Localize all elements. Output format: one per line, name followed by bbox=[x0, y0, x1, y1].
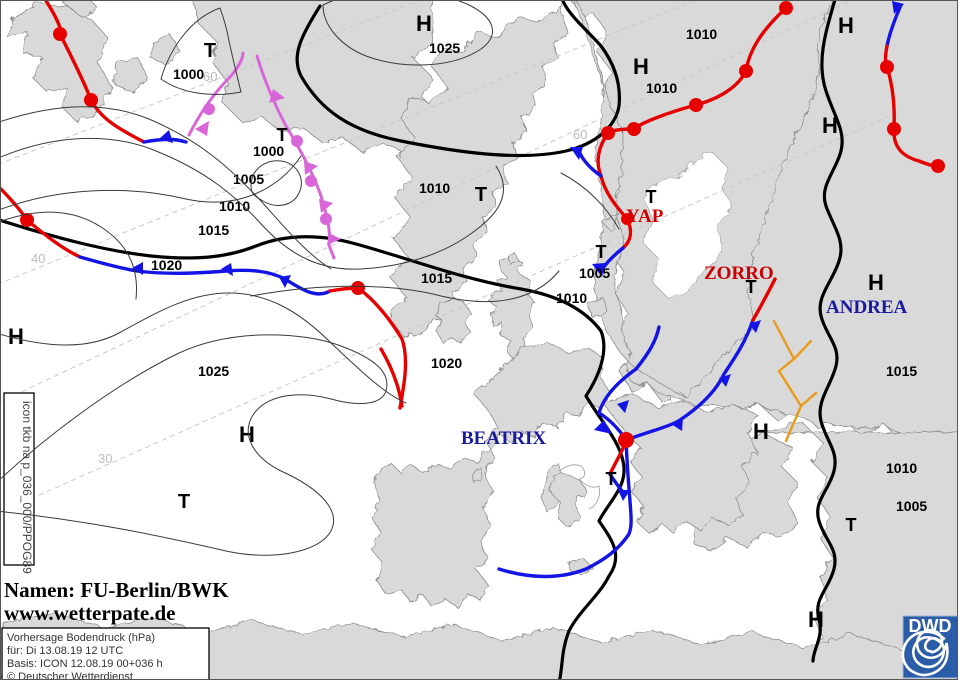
svg-text:H: H bbox=[822, 113, 838, 138]
svg-text:ZORRO: ZORRO bbox=[704, 263, 774, 284]
svg-text:T: T bbox=[204, 40, 216, 62]
svg-text:1005: 1005 bbox=[579, 265, 610, 281]
svg-text:© Deutscher Wetterdienst: © Deutscher Wetterdienst bbox=[7, 671, 133, 680]
svg-text:YAP: YAP bbox=[626, 206, 664, 227]
svg-text:ANDREA: ANDREA bbox=[826, 297, 908, 318]
svg-text:H: H bbox=[416, 11, 432, 36]
svg-text:H: H bbox=[239, 422, 255, 447]
svg-text:T: T bbox=[606, 469, 617, 489]
svg-text:1005: 1005 bbox=[233, 171, 264, 187]
svg-text:1015: 1015 bbox=[198, 222, 229, 238]
svg-text:1015: 1015 bbox=[421, 270, 452, 286]
svg-text:H: H bbox=[753, 419, 769, 444]
svg-text:T: T bbox=[178, 491, 190, 513]
svg-text:Vorhersage Bodendruck (hPa): Vorhersage Bodendruck (hPa) bbox=[7, 632, 155, 644]
svg-text:H: H bbox=[868, 270, 884, 295]
svg-text:60: 60 bbox=[573, 127, 587, 142]
svg-text:40: 40 bbox=[31, 251, 45, 266]
svg-text:1015: 1015 bbox=[886, 363, 917, 379]
svg-text:60: 60 bbox=[203, 69, 217, 84]
svg-text:Namen: FU-Berlin/BWK: Namen: FU-Berlin/BWK bbox=[4, 578, 229, 602]
svg-text:1020: 1020 bbox=[431, 355, 462, 371]
svg-text:1010: 1010 bbox=[686, 26, 717, 42]
svg-text:T: T bbox=[475, 184, 487, 206]
svg-text:H: H bbox=[838, 13, 854, 38]
svg-text:H: H bbox=[8, 324, 24, 349]
svg-text:1005: 1005 bbox=[896, 498, 927, 514]
svg-text:1025: 1025 bbox=[198, 363, 229, 379]
svg-text:www.wetterpate.de: www.wetterpate.de bbox=[4, 601, 175, 625]
svg-text:1025: 1025 bbox=[429, 40, 460, 56]
svg-text:H: H bbox=[808, 607, 824, 632]
svg-text:H: H bbox=[633, 54, 649, 79]
svg-text:Basis: ICON 12.08.19 00+036 h: Basis: ICON 12.08.19 00+036 h bbox=[7, 658, 163, 670]
svg-text:T: T bbox=[646, 187, 657, 207]
svg-text:1020: 1020 bbox=[151, 257, 182, 273]
svg-text:T: T bbox=[596, 242, 607, 262]
svg-text:icon tkb na p_036_000/PPOG89: icon tkb na p_036_000/PPOG89 bbox=[20, 401, 34, 574]
svg-text:1010: 1010 bbox=[556, 290, 587, 306]
svg-text:BEATRIX: BEATRIX bbox=[461, 428, 546, 449]
svg-text:1000: 1000 bbox=[173, 66, 204, 82]
svg-text:für: Di 13.08.19 12 UTC: für: Di 13.08.19 12 UTC bbox=[7, 645, 123, 657]
svg-text:1010: 1010 bbox=[886, 460, 917, 476]
svg-text:T: T bbox=[277, 125, 288, 145]
svg-text:1010: 1010 bbox=[646, 80, 677, 96]
svg-text:1000: 1000 bbox=[253, 143, 284, 159]
svg-text:T: T bbox=[846, 515, 857, 535]
svg-text:30: 30 bbox=[98, 451, 112, 466]
svg-text:1010: 1010 bbox=[419, 180, 450, 196]
